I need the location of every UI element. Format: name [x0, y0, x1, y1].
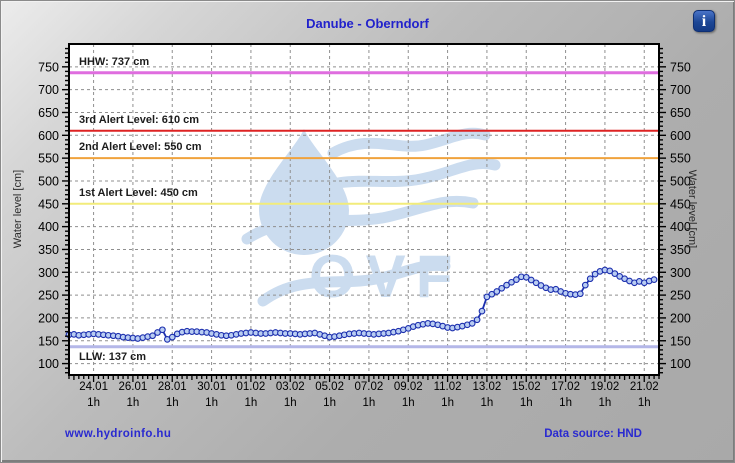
y-axis-label-right: Water level [cm] — [686, 169, 698, 249]
water-level-series-markers — [65, 266, 658, 343]
x-interval-label: 1h — [245, 397, 258, 409]
x-interval-label: 1h — [127, 397, 140, 409]
x-tick-label: 05.02 — [315, 381, 344, 393]
y-tick-label-left: 400 — [38, 220, 59, 234]
y-tick-label-right: 450 — [670, 197, 691, 211]
x-tick-label: 30.01 — [197, 381, 226, 393]
x-tick-label: 01.02 — [237, 381, 266, 393]
page-title: Danube - Oberndorf — [306, 16, 429, 31]
y-tick-label-right: 400 — [670, 220, 691, 234]
x-tick-label: 19.02 — [591, 381, 620, 393]
x-interval-label: 1h — [87, 397, 100, 409]
y-tick-label-left: 750 — [38, 60, 59, 74]
x-interval-label: 1h — [323, 397, 336, 409]
y-tick-label-right: 100 — [670, 357, 691, 371]
x-interval-label: 1h — [638, 397, 651, 409]
x-tick-label: 21.02 — [630, 381, 659, 393]
y-tick-label-left: 150 — [38, 334, 59, 348]
x-tick-label: 11.02 — [434, 381, 462, 393]
x-interval-label: 1h — [363, 397, 376, 409]
x-tick-label: 09.02 — [394, 381, 423, 393]
y-tick-label-left: 550 — [38, 152, 59, 166]
y-tick-label-right: 750 — [670, 60, 691, 74]
plot-border — [68, 43, 660, 376]
y-tick-label-right: 650 — [670, 106, 691, 120]
plot-area — [69, 44, 659, 375]
y-tick-label-left: 300 — [38, 266, 59, 280]
y-tick-label-right: 550 — [670, 152, 691, 166]
x-interval-label: 1h — [559, 397, 572, 409]
y-tick-label-left: 600 — [38, 129, 59, 143]
y-tick-label-left: 500 — [38, 174, 59, 188]
y-tick-label-right: 300 — [670, 266, 691, 280]
x-interval-label: 1h — [205, 397, 218, 409]
x-interval-label: 1h — [520, 397, 533, 409]
y-tick-label-left: 100 — [38, 357, 59, 371]
info-button[interactable]: i — [693, 10, 715, 32]
hydroinfo-link[interactable]: www.hydroinfo.hu — [65, 428, 172, 440]
x-tick-label: 03.02 — [276, 381, 305, 393]
y-tick-label-left: 450 — [38, 197, 59, 211]
x-tick-label: 26.01 — [119, 381, 148, 393]
x-tick-label: 07.02 — [355, 381, 384, 393]
info-icon: i — [701, 13, 707, 30]
ovf-watermark-logo: OVF — [241, 127, 501, 310]
x-tick-label: 13.02 — [473, 381, 502, 393]
x-interval-label: 1h — [166, 397, 179, 409]
y-tick-label-right: 250 — [670, 289, 691, 303]
y-tick-label-left: 350 — [38, 243, 59, 257]
y-tick-label-left: 700 — [38, 83, 59, 97]
y-tick-label-right: 200 — [670, 311, 691, 325]
y-tick-label-right: 500 — [670, 174, 691, 188]
y-tick-label-left: 650 — [38, 106, 59, 120]
x-interval-label: 1h — [441, 397, 454, 409]
x-interval-label: 1h — [284, 397, 297, 409]
y-axis-label-left: Water level [cm] — [12, 169, 24, 249]
x-interval-label: 1h — [599, 397, 612, 409]
x-tick-label: 17.02 — [551, 381, 580, 393]
x-interval-label: 1h — [481, 397, 494, 409]
x-tick-label: 28.01 — [158, 381, 187, 393]
data-source-link[interactable]: Data source: HND — [544, 428, 642, 440]
svg-text:OVF: OVF — [309, 243, 462, 310]
x-interval-label: 1h — [402, 397, 415, 409]
y-tick-label-right: 600 — [670, 129, 691, 143]
y-tick-label-right: 350 — [670, 243, 691, 257]
y-tick-label-right: 700 — [670, 83, 691, 97]
x-tick-label: 24.01 — [79, 381, 108, 393]
y-tick-label-left: 250 — [38, 289, 59, 303]
y-tick-label-right: 150 — [670, 334, 691, 348]
x-tick-label: 15.02 — [512, 381, 541, 393]
y-tick-label-left: 200 — [38, 311, 59, 325]
